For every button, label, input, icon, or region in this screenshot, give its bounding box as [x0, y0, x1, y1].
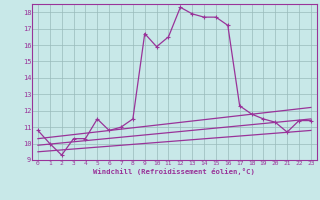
X-axis label: Windchill (Refroidissement éolien,°C): Windchill (Refroidissement éolien,°C) [93, 168, 255, 175]
